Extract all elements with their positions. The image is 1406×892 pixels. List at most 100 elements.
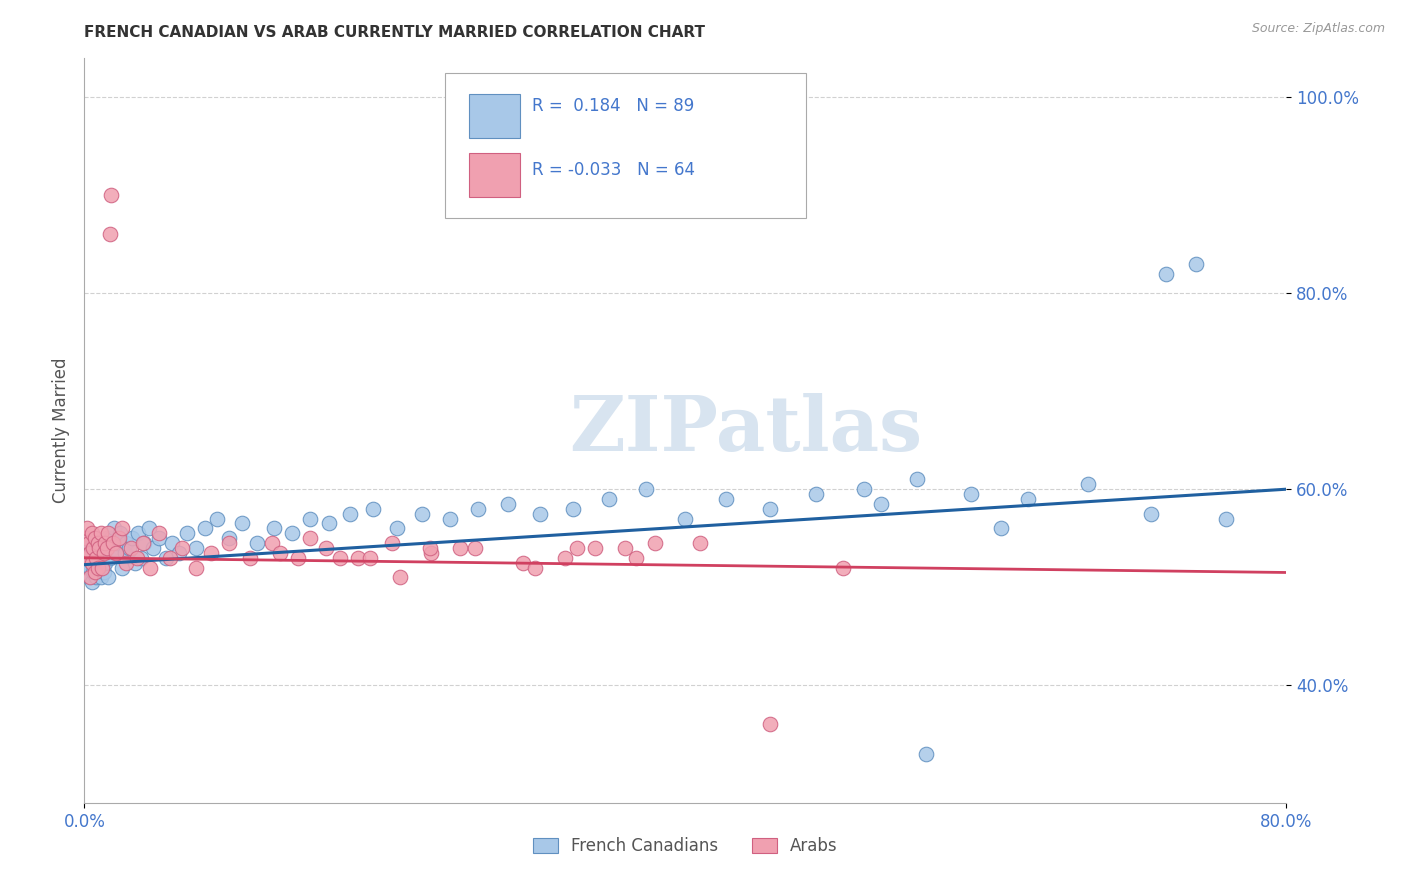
Point bbox=[138, 521, 160, 535]
Point bbox=[110, 526, 132, 541]
Point bbox=[82, 550, 104, 565]
Point bbox=[804, 487, 827, 501]
FancyBboxPatch shape bbox=[470, 153, 520, 197]
Point bbox=[758, 717, 780, 731]
Point bbox=[87, 536, 110, 550]
Point bbox=[598, 491, 620, 506]
Point bbox=[115, 536, 138, 550]
Point bbox=[361, 501, 384, 516]
Point bbox=[675, 511, 697, 525]
Point bbox=[239, 550, 262, 565]
Point bbox=[624, 550, 647, 565]
Point bbox=[79, 546, 101, 560]
Point bbox=[139, 560, 162, 574]
Point bbox=[83, 531, 105, 545]
Point bbox=[567, 541, 589, 555]
Point bbox=[205, 511, 228, 525]
Point bbox=[98, 550, 121, 565]
Point bbox=[318, 516, 340, 531]
Point bbox=[75, 531, 97, 545]
Point bbox=[107, 536, 129, 550]
Point bbox=[108, 531, 131, 545]
Point bbox=[80, 556, 103, 570]
Point bbox=[512, 556, 534, 570]
Point bbox=[905, 472, 928, 486]
Point bbox=[97, 526, 120, 541]
Point bbox=[411, 507, 433, 521]
Point bbox=[170, 541, 193, 555]
Point bbox=[83, 560, 105, 574]
Point bbox=[298, 511, 321, 525]
Point bbox=[127, 526, 149, 541]
Point bbox=[96, 536, 118, 550]
Point bbox=[87, 556, 110, 570]
Point bbox=[80, 575, 103, 590]
Point bbox=[280, 526, 302, 541]
Point bbox=[194, 521, 217, 535]
Point bbox=[77, 556, 100, 570]
Point bbox=[1215, 511, 1237, 525]
Point bbox=[832, 560, 855, 574]
Point bbox=[115, 556, 138, 570]
Point bbox=[132, 536, 155, 550]
Point bbox=[131, 550, 153, 565]
Point bbox=[80, 526, 103, 541]
Text: R =  0.184   N = 89: R = 0.184 N = 89 bbox=[531, 97, 693, 115]
Point bbox=[86, 550, 108, 565]
Point bbox=[339, 507, 361, 521]
Point bbox=[160, 536, 183, 550]
Y-axis label: Currently Married: Currently Married bbox=[52, 358, 70, 503]
Point bbox=[91, 560, 114, 574]
Point bbox=[298, 531, 321, 545]
Point bbox=[246, 536, 269, 550]
Point bbox=[93, 566, 115, 580]
Point bbox=[218, 536, 240, 550]
Point bbox=[101, 541, 124, 555]
Point bbox=[142, 541, 165, 555]
Point bbox=[853, 482, 876, 496]
Point bbox=[76, 521, 98, 535]
Point bbox=[218, 531, 240, 545]
Point bbox=[82, 566, 104, 580]
Point bbox=[644, 536, 666, 550]
Point bbox=[77, 570, 100, 584]
Point bbox=[100, 188, 122, 202]
Point bbox=[125, 550, 148, 565]
Point bbox=[96, 531, 118, 545]
Point bbox=[80, 541, 103, 555]
Point bbox=[1185, 257, 1208, 271]
Point bbox=[97, 570, 120, 584]
Point bbox=[103, 521, 125, 535]
Point bbox=[124, 556, 146, 570]
Point bbox=[76, 541, 98, 555]
Point bbox=[439, 511, 461, 525]
Point bbox=[915, 747, 938, 761]
Point bbox=[554, 550, 576, 565]
Point bbox=[91, 550, 114, 565]
Point bbox=[420, 546, 443, 560]
Point bbox=[148, 526, 170, 541]
Point bbox=[561, 501, 583, 516]
FancyBboxPatch shape bbox=[470, 94, 520, 137]
Point bbox=[960, 487, 983, 501]
Point bbox=[93, 546, 115, 560]
Text: FRENCH CANADIAN VS ARAB CURRENTLY MARRIED CORRELATION CHART: FRENCH CANADIAN VS ARAB CURRENTLY MARRIE… bbox=[84, 25, 706, 40]
Point bbox=[90, 526, 112, 541]
Point bbox=[91, 560, 114, 574]
Point bbox=[76, 550, 98, 565]
Point bbox=[118, 541, 141, 555]
Point bbox=[76, 566, 98, 580]
Point bbox=[89, 560, 111, 574]
Point bbox=[121, 531, 143, 545]
Point bbox=[689, 536, 711, 550]
Point bbox=[388, 570, 411, 584]
Point bbox=[79, 560, 101, 574]
Point bbox=[176, 526, 198, 541]
Point bbox=[86, 541, 108, 555]
FancyBboxPatch shape bbox=[446, 73, 806, 219]
Point bbox=[159, 550, 181, 565]
Point bbox=[75, 550, 97, 565]
Point bbox=[98, 227, 121, 242]
Point bbox=[100, 531, 122, 545]
Point bbox=[134, 536, 156, 550]
